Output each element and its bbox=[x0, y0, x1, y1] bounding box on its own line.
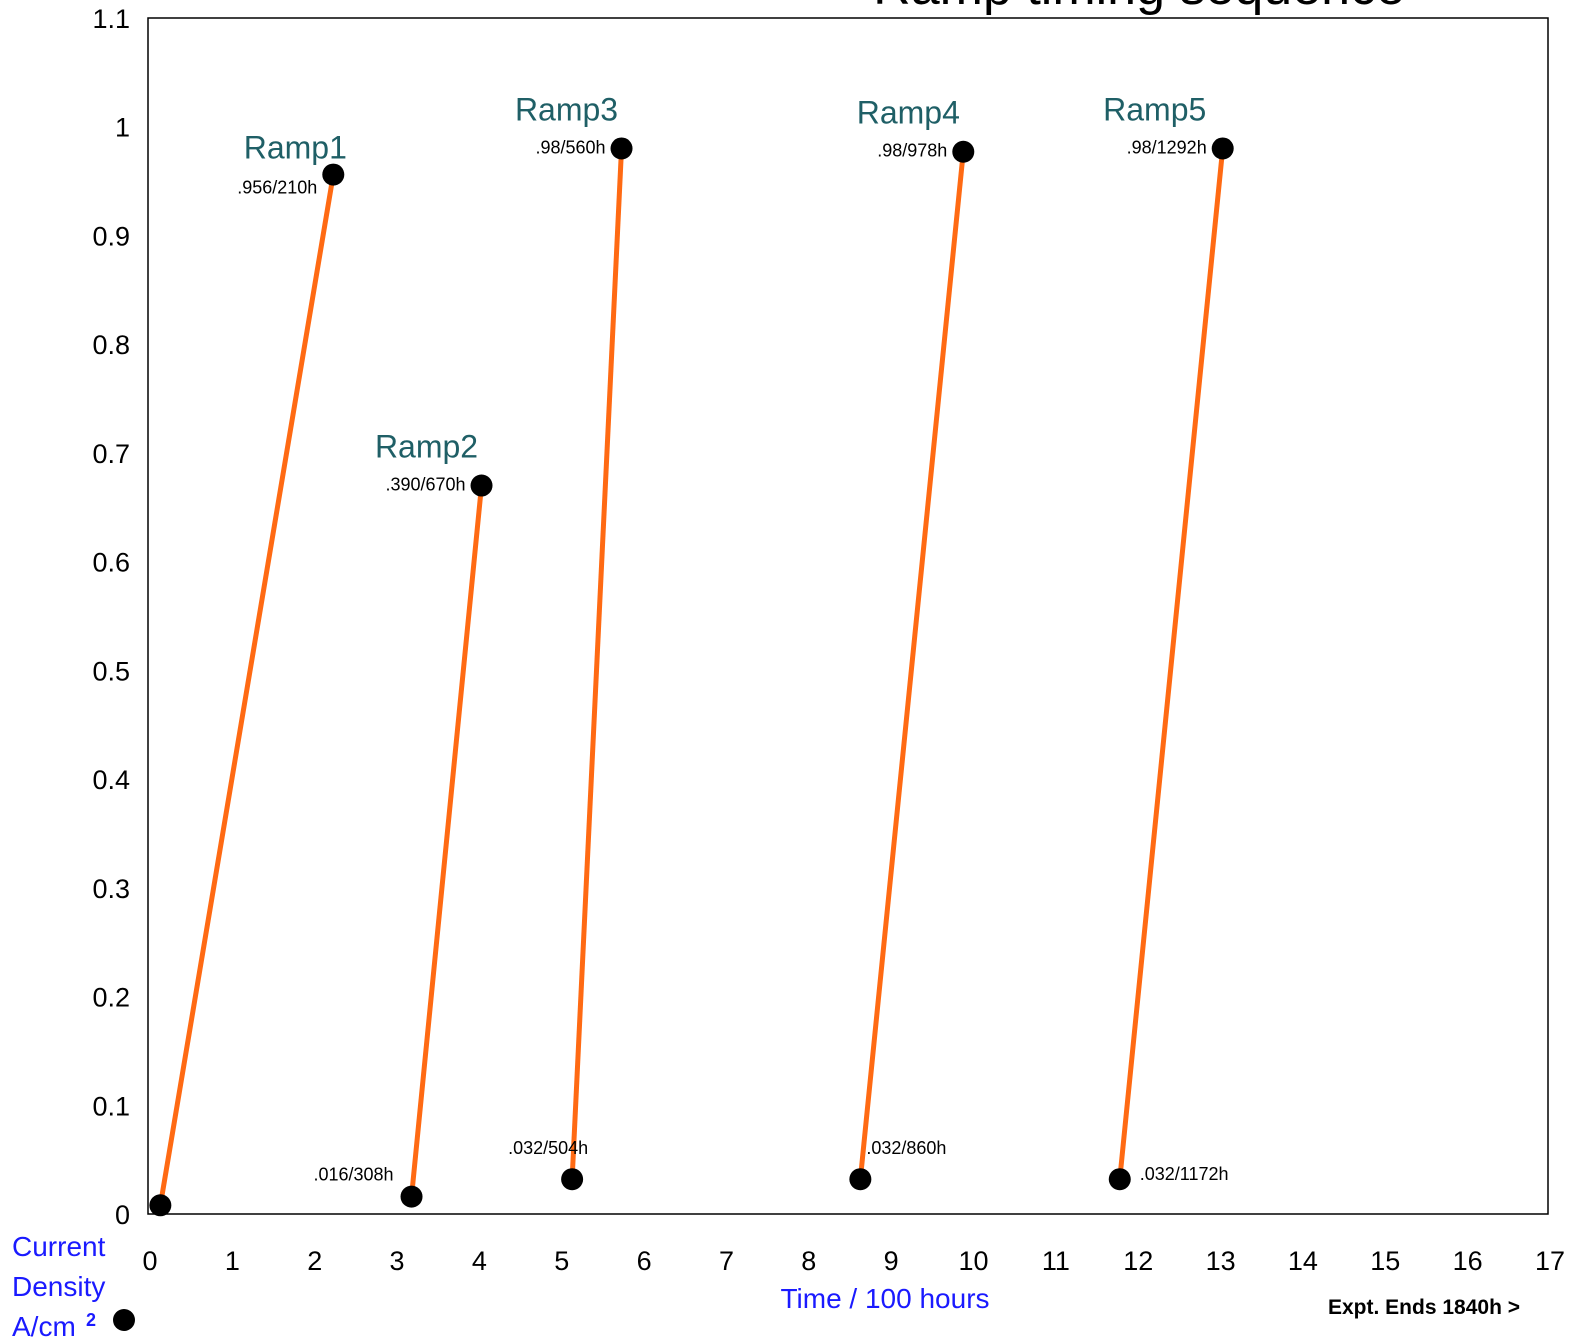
y-axis: 0 0.1 0.2 0.3 0.4 0.5 0.6 0.7 0.8 0.9 1 1.1 bbox=[92, 4, 130, 1230]
x-tick-label: 12 bbox=[1123, 1246, 1153, 1276]
y-axis-label-marker-icon bbox=[113, 1309, 135, 1331]
ramp-label-ramp3: Ramp3 bbox=[515, 91, 618, 127]
chart-title: Ramp timing sequence bbox=[873, 0, 1405, 16]
point-label: .98/1292h bbox=[1127, 137, 1207, 157]
data-point-ramp3-start bbox=[561, 1168, 584, 1191]
data-point-ramp3-end bbox=[610, 137, 633, 160]
y-tick-label: 0 bbox=[115, 1200, 130, 1230]
series-line-ramp2 bbox=[409, 485, 485, 1197]
data-point-ramp4-start bbox=[849, 1168, 872, 1191]
ramp-label-ramp1: Ramp1 bbox=[244, 130, 347, 166]
y-tick-label: 0.2 bbox=[92, 983, 130, 1013]
series-markers bbox=[149, 137, 1234, 1217]
y-axis-label-superscript: 2 bbox=[86, 1310, 96, 1330]
y-tick-label: 0.6 bbox=[92, 548, 130, 578]
point-labels: .956/210h .016/308h .390/670h .032/504h .98/… bbox=[237, 137, 1228, 1184]
x-tick-label: 0 bbox=[142, 1246, 157, 1276]
y-tick-label: 1.1 bbox=[92, 4, 130, 34]
x-tick-label: 11 bbox=[1042, 1246, 1070, 1276]
x-tick-label: 9 bbox=[884, 1246, 899, 1276]
y-tick-label: 0.7 bbox=[92, 439, 130, 469]
x-tick-label: 3 bbox=[390, 1246, 405, 1276]
ramp-label-ramp4: Ramp4 bbox=[857, 95, 960, 131]
y-tick-label: 0.8 bbox=[92, 330, 130, 360]
y-axis-label: Current Density A/cm 2 bbox=[12, 1231, 135, 1342]
experiment-end-note: Expt. Ends 1840h > bbox=[1328, 1296, 1520, 1319]
y-tick-label: 0.9 bbox=[92, 221, 130, 251]
x-tick-label: 4 bbox=[472, 1246, 487, 1276]
x-tick-label: 5 bbox=[554, 1246, 569, 1276]
ramp-labels: Ramp1 Ramp2 Ramp3 Ramp4 Ramp5 bbox=[244, 91, 1207, 464]
x-tick-label: 14 bbox=[1288, 1246, 1318, 1276]
y-tick-label: 1 bbox=[115, 113, 130, 143]
x-axis-label: Time / 100 hours bbox=[780, 1283, 989, 1314]
point-label: .032/504h bbox=[508, 1138, 588, 1158]
plot-area-frame bbox=[147, 17, 1549, 1215]
ramp-label-ramp2: Ramp2 bbox=[375, 429, 478, 465]
data-point-ramp2-start bbox=[400, 1185, 423, 1208]
data-point-ramp2-end bbox=[470, 474, 493, 497]
series-line-ramp4 bbox=[857, 151, 966, 1180]
series-line-ramp3 bbox=[569, 148, 625, 1180]
y-axis-label-line: A/cm bbox=[12, 1311, 76, 1342]
x-tick-label: 8 bbox=[801, 1246, 816, 1276]
data-point-ramp5-start bbox=[1108, 1168, 1131, 1191]
series-line-ramp5 bbox=[1117, 148, 1226, 1180]
point-label: .032/860h bbox=[866, 1138, 946, 1158]
x-tick-label: 16 bbox=[1453, 1246, 1483, 1276]
x-tick-label: 15 bbox=[1370, 1246, 1400, 1276]
y-tick-label: 0.1 bbox=[92, 1091, 130, 1121]
series-lines bbox=[157, 148, 1226, 1206]
ramp-label-ramp5: Ramp5 bbox=[1103, 91, 1206, 127]
y-axis-label-line: Current bbox=[12, 1231, 106, 1262]
y-tick-label: 0.4 bbox=[92, 765, 130, 795]
point-label: .390/670h bbox=[385, 475, 465, 495]
title-layer: Ramp timing sequence bbox=[873, 0, 1405, 16]
x-tick-label: 10 bbox=[959, 1246, 989, 1276]
series-line-ramp1 bbox=[157, 174, 336, 1206]
point-label: .032/1172h bbox=[1140, 1164, 1229, 1184]
point-label: .956/210h bbox=[237, 178, 317, 198]
x-tick-label: 6 bbox=[637, 1246, 652, 1276]
point-label: .98/560h bbox=[535, 137, 605, 157]
x-tick-label: 13 bbox=[1206, 1246, 1236, 1276]
data-point-ramp1-end bbox=[322, 163, 345, 186]
point-label: .016/308h bbox=[313, 1165, 393, 1185]
y-axis-label-line: Density bbox=[12, 1271, 105, 1302]
x-tick-label: 17 bbox=[1535, 1246, 1565, 1276]
x-tick-label: 7 bbox=[719, 1246, 734, 1276]
data-point-ramp5-end bbox=[1211, 137, 1234, 160]
data-point-ramp4-end bbox=[952, 140, 975, 163]
x-axis: 0 1 2 3 4 5 6 7 8 9 10 11 12 13 14 15 16 17 bbox=[142, 1246, 1565, 1276]
x-tick-label: 2 bbox=[307, 1246, 322, 1276]
point-label: .98/978h bbox=[877, 141, 947, 161]
y-tick-label: 0.3 bbox=[92, 874, 130, 904]
data-point-ramp1-start bbox=[149, 1194, 172, 1217]
y-tick-label: 0.5 bbox=[92, 656, 130, 686]
x-tick-label: 1 bbox=[225, 1246, 240, 1276]
